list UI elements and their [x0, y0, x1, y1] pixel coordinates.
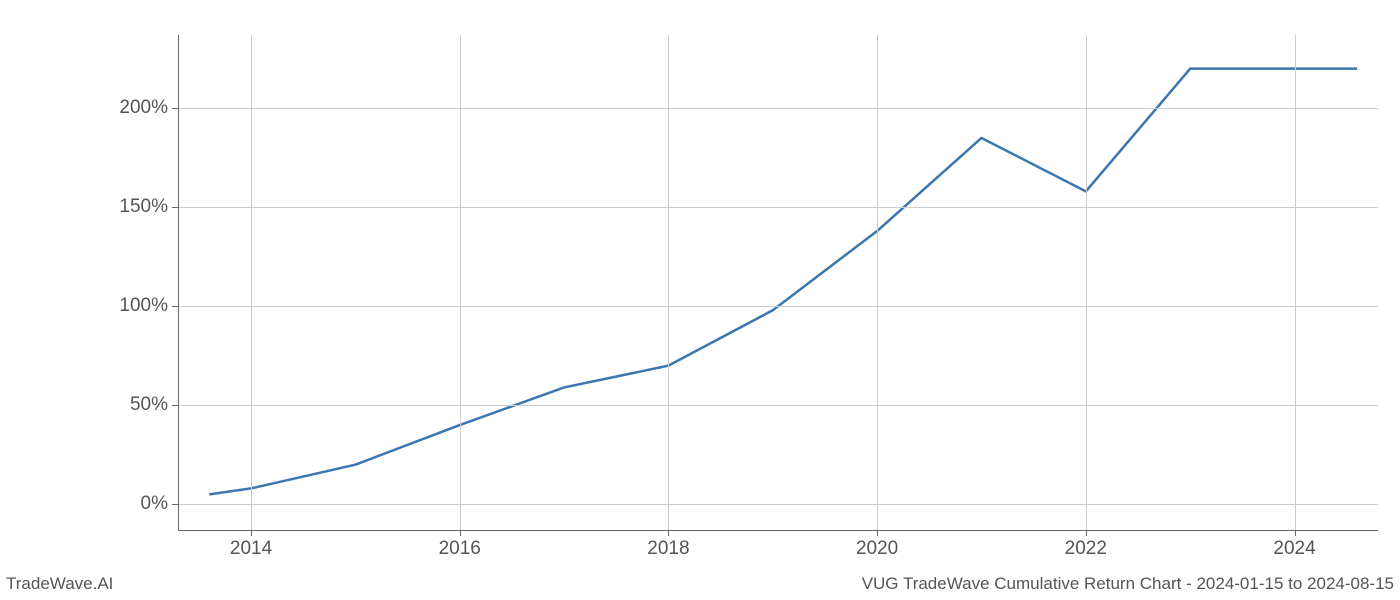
y-tick-label: 200%	[119, 97, 178, 119]
x-axis-spine	[178, 530, 1378, 531]
gridline-vertical	[668, 35, 669, 530]
gridline-horizontal	[178, 405, 1378, 406]
gridline-vertical	[877, 35, 878, 530]
gridline-horizontal	[178, 207, 1378, 208]
plot-area: 2014201620182020202220240%50%100%150%200…	[178, 35, 1378, 530]
gridline-vertical	[1086, 35, 1087, 530]
y-tick-label: 100%	[119, 295, 178, 317]
x-tick-label: 2016	[439, 530, 481, 560]
y-axis-spine	[178, 35, 179, 530]
y-tick-label: 50%	[130, 394, 178, 416]
line-series	[178, 35, 1378, 530]
gridline-vertical	[251, 35, 252, 530]
x-tick-label: 2024	[1273, 530, 1315, 560]
gridline-vertical	[1295, 35, 1296, 530]
gridline-vertical	[460, 35, 461, 530]
chart-container: 2014 2016 2018 2020 2022 2024 0% 50% 100% 150% 200…	[0, 0, 1400, 600]
footer-right-text: VUG TradeWave Cumulative Return Chart - …	[862, 574, 1394, 594]
footer-left-text: TradeWave.AI	[6, 574, 113, 594]
gridline-horizontal	[178, 306, 1378, 307]
y-tick-label: 0%	[141, 493, 178, 515]
x-tick-label: 2014	[230, 530, 272, 560]
x-tick-label: 2022	[1065, 530, 1107, 560]
y-tick-label: 150%	[119, 196, 178, 218]
x-tick-label: 2020	[856, 530, 898, 560]
gridline-horizontal	[178, 108, 1378, 109]
return-line	[209, 69, 1357, 495]
gridline-horizontal	[178, 504, 1378, 505]
x-tick-label: 2018	[647, 530, 689, 560]
